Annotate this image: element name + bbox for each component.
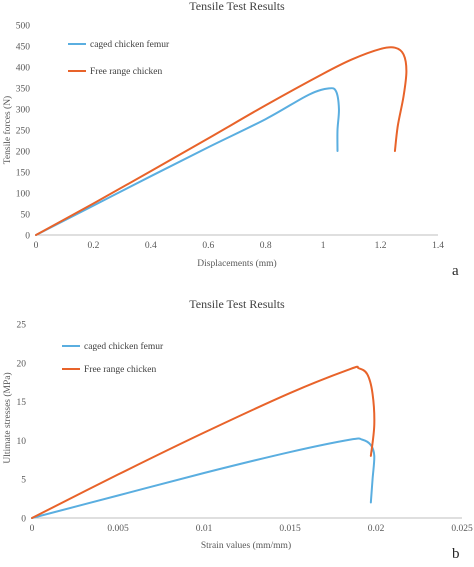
chart-a-legend-label-free-range: Free range chicken: [90, 67, 163, 77]
chart-a-y-tick-label: 150: [16, 169, 31, 179]
chart-b-x-ticks: 0 0.005 0.01 0.015 0.02 0.025: [30, 524, 473, 534]
chart-a-y-tick-label: 250: [16, 127, 31, 137]
chart-b-y-ticks: 0 5 10 15 20 25: [17, 321, 27, 525]
chart-b-legend-label-caged: caged chicken femur: [84, 341, 164, 352]
chart-a-series-line-caged: [35, 87, 340, 236]
chart-a-y-tick-label: 300: [16, 106, 31, 116]
chart-b-panel-letter: b: [452, 546, 460, 562]
chart-a: Tensile Test Results Tensile forces (N) …: [2, 0, 459, 279]
chart-a-y-tick-label: 100: [16, 190, 31, 200]
chart-a-y-ticks: 0 50 100 150 200 250 300 350 400 450 500: [16, 22, 31, 242]
chart-b-title: Tensile Test Results: [189, 297, 285, 311]
chart-a-x-tick-label: 0: [34, 241, 39, 251]
chart-a-x-tick-label: 0.6: [202, 241, 214, 251]
chart-b-xlabel: Strain values (mm/mm): [201, 540, 291, 551]
chart-a-x-tick-label: 1.2: [375, 241, 387, 251]
chart-b-legend-label-free-range: Free range chicken: [84, 365, 157, 375]
chart-a-y-tick-label: 50: [21, 211, 31, 221]
chart-a-y-tick-label: 400: [16, 64, 31, 74]
chart-a-legend: caged chicken femur Free range chicken: [68, 39, 170, 77]
chart-b-series-line-free-range: [31, 365, 376, 519]
chart-a-x-tick-label: 0.8: [260, 241, 272, 251]
chart-a-panel-letter: a: [452, 263, 459, 279]
chart-a-xlabel: Displacements (mm): [197, 258, 276, 269]
chart-b-y-tick-label: 25: [17, 321, 27, 331]
chart-b-y-tick-label: 0: [21, 515, 26, 525]
chart-a-legend-label-caged: caged chicken femur: [90, 39, 170, 50]
chart-a-y-tick-label: 500: [16, 22, 31, 32]
chart-b-legend: caged chicken femur Free range chicken: [62, 341, 164, 375]
chart-a-title: Tensile Test Results: [189, 0, 285, 13]
chart-a-ylabel: Tensile forces (N): [2, 96, 13, 164]
chart-b-y-tick-label: 15: [17, 398, 27, 408]
chart-b-x-tick-label: 0.02: [368, 524, 385, 534]
chart-a-x-tick-label: 0.4: [145, 241, 157, 251]
chart-b-y-tick-label: 5: [21, 476, 26, 486]
chart-b-x-tick-label: 0.01: [196, 524, 213, 534]
chart-a-x-ticks: 0 0.2 0.4 0.6 0.8 1 1.2 1.4: [34, 241, 445, 251]
chart-a-series: [35, 46, 408, 236]
chart-a-y-tick-label: 350: [16, 85, 31, 95]
chart-a-series-line-free-range: [35, 46, 408, 236]
chart-b-series-line-caged: [31, 437, 376, 519]
chart-b-x-tick-label: 0.015: [279, 524, 301, 534]
chart-a-x-tick-label: 1: [321, 241, 326, 251]
chart-b-y-tick-label: 20: [17, 359, 27, 369]
chart-a-x-tick-label: 0.2: [87, 241, 99, 251]
chart-b: Tensile Test Results Ultimate stresses (…: [2, 297, 473, 562]
chart-b-y-tick-label: 10: [17, 437, 27, 447]
chart-a-x-tick-label: 1.4: [432, 241, 444, 251]
chart-a-y-tick-label: 0: [25, 232, 30, 242]
chart-b-x-tick-label: 0.025: [451, 524, 473, 534]
chart-b-ylabel: Ultimate stresses (MPa): [2, 372, 13, 463]
chart-b-x-tick-label: 0.005: [107, 524, 129, 534]
chart-a-y-tick-label: 200: [16, 148, 31, 158]
chart-a-y-tick-label: 450: [16, 43, 31, 53]
chart-b-series: [31, 365, 376, 519]
chart-b-x-tick-label: 0: [30, 524, 35, 534]
